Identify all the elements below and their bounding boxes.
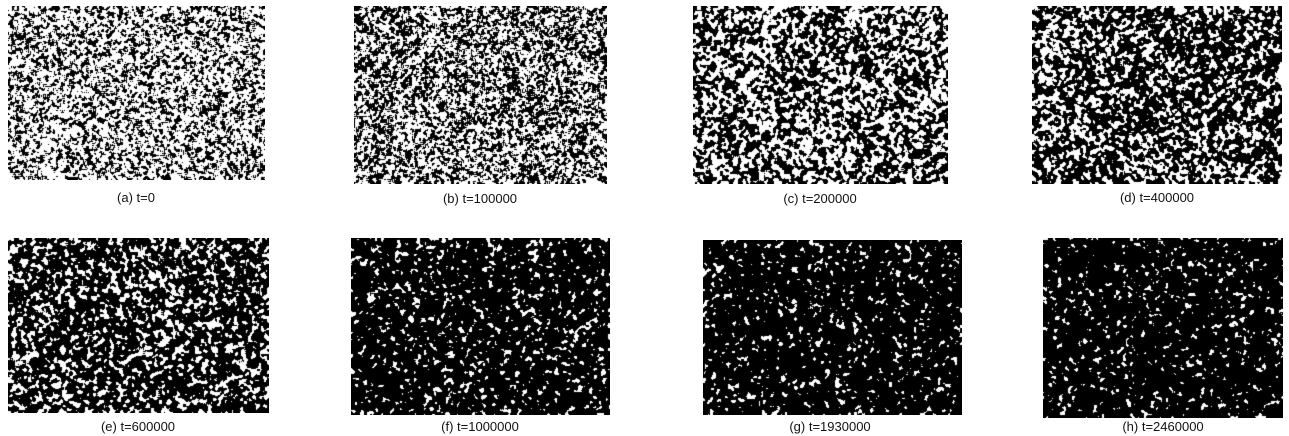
- simulation-image-d: [1032, 6, 1282, 184]
- caption-e: (e) t=600000: [100, 419, 176, 434]
- caption-d: (d) t=400000: [1119, 190, 1195, 205]
- caption-f: (f) t=1000000: [441, 419, 519, 434]
- simulation-image-f: [351, 238, 610, 415]
- caption-b: (b) t=100000: [442, 191, 518, 206]
- simulation-image-b: [354, 6, 607, 184]
- caption-h: (h) t=2460000: [1122, 419, 1204, 434]
- simulation-image-g: [703, 240, 962, 415]
- caption-c: (c) t=200000: [783, 191, 857, 206]
- caption-g: (g) t=1930000: [789, 419, 871, 434]
- simulation-image-a: [8, 6, 265, 180]
- simulation-image-h: [1043, 238, 1283, 418]
- simulation-image-c: [693, 6, 948, 184]
- caption-a: (a) t=0: [117, 190, 155, 205]
- simulation-image-e: [8, 238, 269, 413]
